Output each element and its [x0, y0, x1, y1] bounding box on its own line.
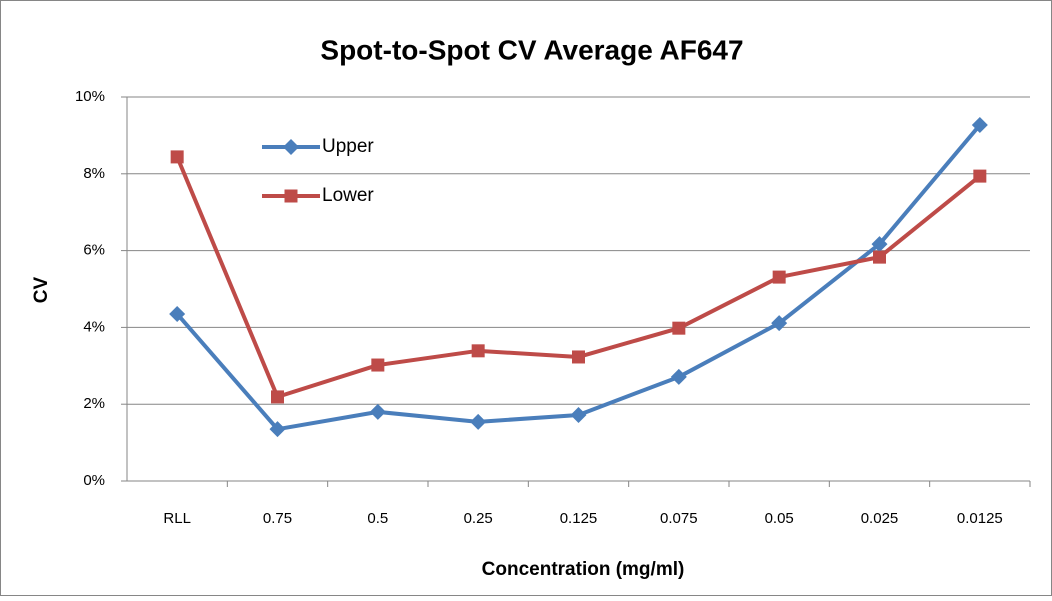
data-point [672, 321, 686, 335]
y-tick-label: 0% [83, 472, 105, 489]
data-point [570, 406, 587, 423]
data-point [271, 390, 284, 404]
y-tick-label: 4% [83, 318, 105, 335]
legend-label: Upper [322, 136, 374, 157]
chart-title: Spot-to-Spot CV Average AF647 [320, 34, 743, 65]
x-tick-label: 0.5 [367, 510, 388, 527]
y-tick-label: 2% [83, 395, 105, 412]
x-tick-label: 0.05 [765, 510, 794, 527]
data-point [170, 150, 184, 164]
y-axis-title: CV [31, 276, 52, 303]
data-point [973, 169, 987, 183]
data-point [873, 250, 886, 264]
legend-label: Lower [322, 185, 374, 206]
x-tick-label: 0.025 [861, 510, 899, 527]
x-tick-label: 0.075 [660, 510, 698, 527]
data-point [771, 315, 788, 332]
data-point [670, 368, 687, 385]
data-point [572, 350, 585, 364]
x-tick-label: 0.25 [464, 510, 493, 527]
x-tick-label: 0.125 [560, 510, 598, 527]
data-point [371, 358, 385, 372]
data-point [772, 270, 786, 284]
x-axis-title: Concentration (mg/ml) [482, 559, 685, 580]
y-tick-label: 10% [75, 88, 105, 105]
x-tick-label: RLL [163, 510, 191, 527]
data-point [169, 305, 186, 322]
data-point [971, 117, 988, 134]
data-point [269, 421, 286, 438]
y-tick-label: 8% [83, 165, 105, 182]
data-point [471, 344, 485, 358]
x-tick-label: 0.75 [263, 510, 292, 527]
x-tick-label: 0.0125 [957, 510, 1003, 527]
data-point [470, 413, 487, 430]
legend-marker [283, 139, 299, 155]
data-point [369, 403, 386, 420]
y-tick-label: 6% [83, 242, 105, 259]
data-point [871, 236, 888, 253]
legend-marker [284, 189, 298, 203]
